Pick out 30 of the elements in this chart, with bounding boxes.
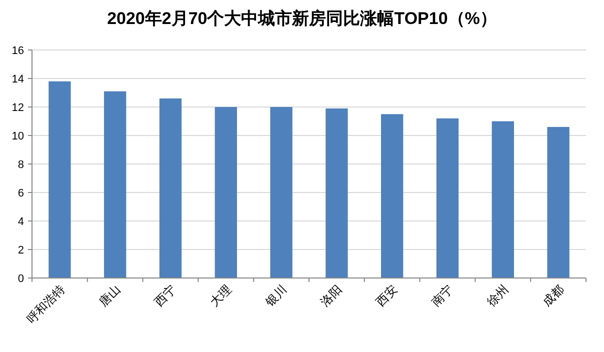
bar xyxy=(214,107,237,278)
x-tick-label: 洛阳 xyxy=(318,282,345,310)
x-tick-label: 徐州 xyxy=(484,282,512,310)
chart-title: 2020年2月70个大中城市新房同比涨幅TOP10（%） xyxy=(107,9,497,28)
x-tick-label: 唐山 xyxy=(96,282,124,310)
y-tick-label: 10 xyxy=(12,130,24,142)
bar xyxy=(104,91,126,278)
x-tick-label: 西安 xyxy=(373,282,400,310)
y-tick-label: 4 xyxy=(18,216,24,228)
bar xyxy=(547,126,570,278)
bar xyxy=(48,81,71,278)
y-tick-label: 2 xyxy=(18,244,24,256)
bar xyxy=(159,98,182,278)
y-tick-label: 12 xyxy=(12,102,24,114)
x-tick-label: 西宁 xyxy=(152,282,179,310)
x-tick-label: 南宁 xyxy=(428,282,456,310)
bar xyxy=(381,114,404,278)
y-tick-label: 6 xyxy=(18,188,24,200)
y-tick-label: 14 xyxy=(12,74,24,86)
x-tick-label: 银川 xyxy=(262,282,290,310)
y-tick-label: 0 xyxy=(18,273,24,285)
bar xyxy=(492,121,514,278)
bar xyxy=(270,107,292,278)
x-tick-label: 呼和浩特 xyxy=(24,282,68,326)
bar xyxy=(436,118,459,278)
y-tick-label: 8 xyxy=(18,159,24,171)
y-tick-label: 16 xyxy=(12,45,24,57)
bar xyxy=(326,108,348,278)
x-tick-label: 大理 xyxy=(207,282,234,310)
x-tick-label: 成都 xyxy=(540,282,566,310)
